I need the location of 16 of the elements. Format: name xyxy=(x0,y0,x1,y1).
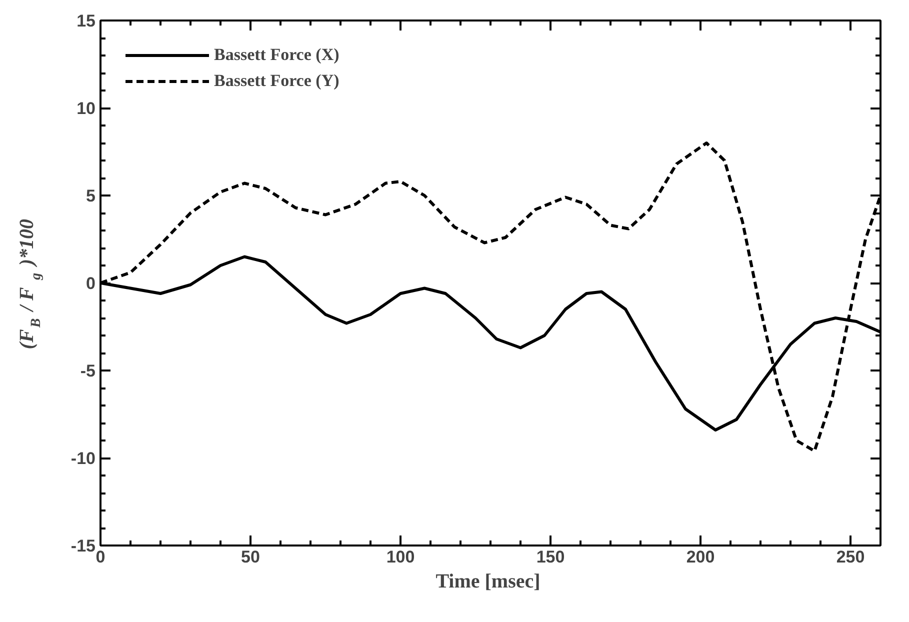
y-tick-label: 10 xyxy=(76,99,96,118)
x-tick-label: 100 xyxy=(386,548,415,566)
legend-label: Bassett Force (X) xyxy=(214,45,340,65)
legend-label: Bassett Force (Y) xyxy=(214,71,340,91)
y-tick-label: 0 xyxy=(86,274,96,293)
x-tick-label: 250 xyxy=(836,548,865,566)
x-tick-label: 50 xyxy=(241,548,260,566)
y-tick-label: 5 xyxy=(86,186,96,206)
x-axis-title: Time [msec] xyxy=(436,570,540,592)
y-tick-label: -5 xyxy=(80,362,96,380)
x-tick-label: 200 xyxy=(686,548,715,566)
y-tick-label: -10 xyxy=(70,449,96,468)
x-tick-label: 150 xyxy=(536,548,565,566)
y-tick-label: 15 xyxy=(76,12,96,30)
y-axis-title: (FB / Fg)*100 xyxy=(16,218,44,350)
y-tick-label: -15 xyxy=(70,536,96,556)
